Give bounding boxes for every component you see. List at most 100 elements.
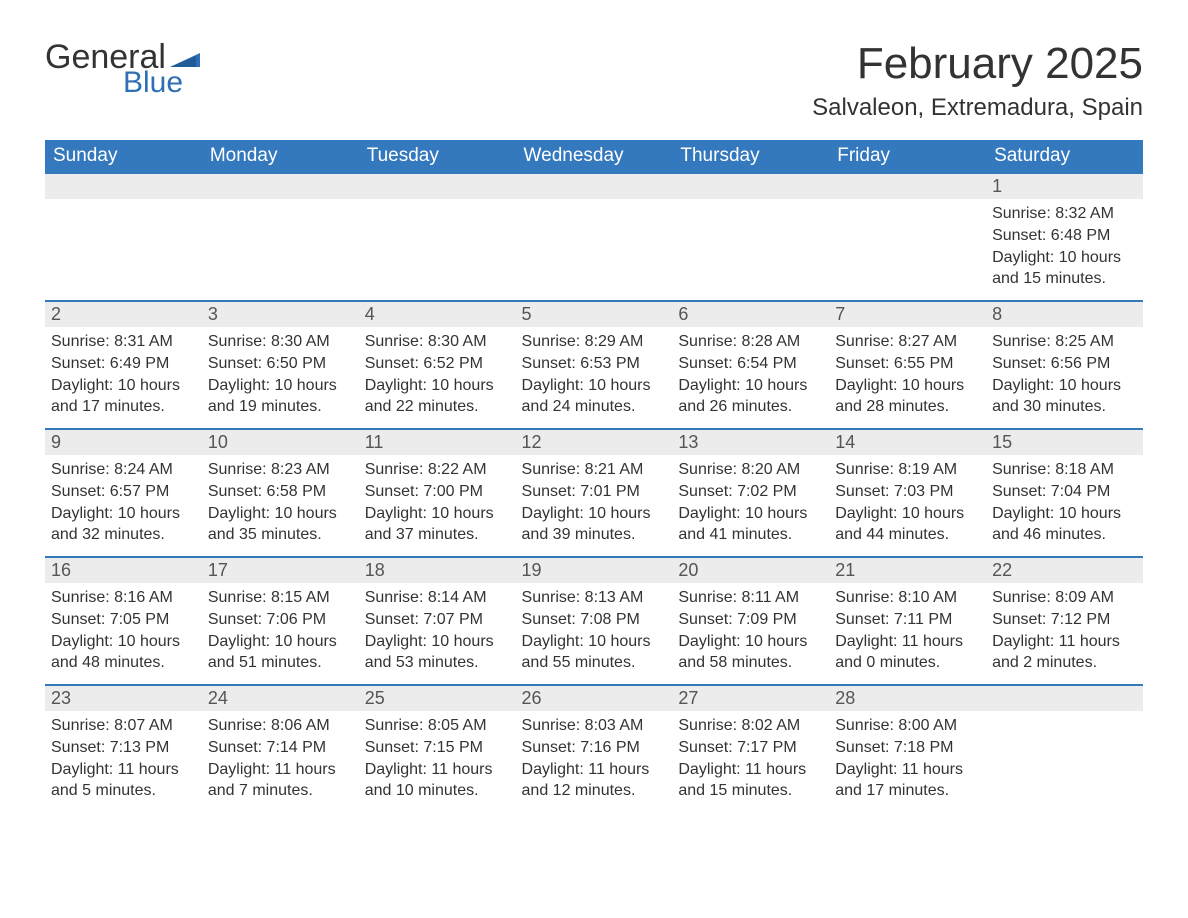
calendar-cell: 6Sunrise: 8:28 AMSunset: 6:54 PMDaylight… (672, 301, 829, 429)
day-number: 10 (202, 430, 359, 455)
day-number (516, 174, 673, 199)
day-number: 9 (45, 430, 202, 455)
day-number: 17 (202, 558, 359, 583)
cell-body: Sunrise: 8:11 AMSunset: 7:09 PMDaylight:… (672, 583, 829, 683)
day-number: 13 (672, 430, 829, 455)
sunset-text: Sunset: 6:53 PM (522, 353, 667, 375)
sunrise-text: Sunrise: 8:05 AM (365, 715, 510, 737)
day-number: 23 (45, 686, 202, 711)
sunrise-text: Sunrise: 8:18 AM (992, 459, 1137, 481)
sunset-text: Sunset: 7:01 PM (522, 481, 667, 503)
day-header: Monday (202, 140, 359, 173)
sunset-text: Sunset: 6:58 PM (208, 481, 353, 503)
day2-text: and 32 minutes. (51, 524, 196, 546)
day1-text: Daylight: 10 hours (992, 503, 1137, 525)
cell-body: Sunrise: 8:09 AMSunset: 7:12 PMDaylight:… (986, 583, 1143, 683)
day1-text: Daylight: 10 hours (208, 375, 353, 397)
day1-text: Daylight: 10 hours (678, 631, 823, 653)
day-number: 15 (986, 430, 1143, 455)
day-number: 8 (986, 302, 1143, 327)
calendar-cell: 26Sunrise: 8:03 AMSunset: 7:16 PMDayligh… (516, 685, 673, 813)
calendar-cell: 11Sunrise: 8:22 AMSunset: 7:00 PMDayligh… (359, 429, 516, 557)
calendar-cell: 10Sunrise: 8:23 AMSunset: 6:58 PMDayligh… (202, 429, 359, 557)
day-header: Sunday (45, 140, 202, 173)
sunrise-text: Sunrise: 8:24 AM (51, 459, 196, 481)
sunrise-text: Sunrise: 8:10 AM (835, 587, 980, 609)
day1-text: Daylight: 10 hours (51, 375, 196, 397)
calendar-cell: 22Sunrise: 8:09 AMSunset: 7:12 PMDayligh… (986, 557, 1143, 685)
calendar-cell (45, 173, 202, 301)
day1-text: Daylight: 10 hours (522, 631, 667, 653)
cell-body: Sunrise: 8:00 AMSunset: 7:18 PMDaylight:… (829, 711, 986, 811)
cell-body: Sunrise: 8:30 AMSunset: 6:52 PMDaylight:… (359, 327, 516, 427)
day2-text: and 39 minutes. (522, 524, 667, 546)
cell-body: Sunrise: 8:29 AMSunset: 6:53 PMDaylight:… (516, 327, 673, 427)
day2-text: and 53 minutes. (365, 652, 510, 674)
day-number: 28 (829, 686, 986, 711)
cell-body: Sunrise: 8:14 AMSunset: 7:07 PMDaylight:… (359, 583, 516, 683)
sunset-text: Sunset: 7:14 PM (208, 737, 353, 759)
sunset-text: Sunset: 7:00 PM (365, 481, 510, 503)
day-number: 26 (516, 686, 673, 711)
day2-text: and 19 minutes. (208, 396, 353, 418)
calendar-cell: 18Sunrise: 8:14 AMSunset: 7:07 PMDayligh… (359, 557, 516, 685)
cell-body: Sunrise: 8:13 AMSunset: 7:08 PMDaylight:… (516, 583, 673, 683)
sunrise-text: Sunrise: 8:02 AM (678, 715, 823, 737)
day1-text: Daylight: 11 hours (835, 759, 980, 781)
day1-text: Daylight: 10 hours (835, 375, 980, 397)
header: General Blue February 2025 Salvaleon, Ex… (45, 40, 1143, 122)
day1-text: Daylight: 10 hours (208, 631, 353, 653)
sunset-text: Sunset: 6:55 PM (835, 353, 980, 375)
day2-text: and 55 minutes. (522, 652, 667, 674)
day1-text: Daylight: 10 hours (992, 375, 1137, 397)
day1-text: Daylight: 10 hours (678, 503, 823, 525)
calendar-week-row: 9 Sunrise: 8:24 AMSunset: 6:57 PM Daylight… (45, 429, 1143, 557)
logo: General Blue (45, 40, 200, 98)
cell-body: Sunrise: 8:31 AMSunset: 6:49 PMDaylight:… (45, 327, 202, 427)
calendar-cell: 20Sunrise: 8:11 AMSunset: 7:09 PMDayligh… (672, 557, 829, 685)
calendar-cell: 14Sunrise: 8:19 AMSunset: 7:03 PMDayligh… (829, 429, 986, 557)
calendar-cell: 3Sunrise: 8:30 AMSunset: 6:50 PMDaylight… (202, 301, 359, 429)
sunrise-text: Sunrise: 8:30 AM (365, 331, 510, 353)
calendar-cell (359, 173, 516, 301)
calendar-cell: 13Sunrise: 8:20 AMSunset: 7:02 PMDayligh… (672, 429, 829, 557)
day1-text: Daylight: 10 hours (522, 503, 667, 525)
calendar-cell: 12Sunrise: 8:21 AMSunset: 7:01 PMDayligh… (516, 429, 673, 557)
calendar-cell: 23Sunrise: 8:07 AMSunset: 7:13 PMDayligh… (45, 685, 202, 813)
day1-text: Daylight: 10 hours (522, 375, 667, 397)
sunset-text: Sunset: 6:52 PM (365, 353, 510, 375)
day2-text: and 58 minutes. (678, 652, 823, 674)
day-number: 14 (829, 430, 986, 455)
sunrise-text: Sunrise: 8:22 AM (365, 459, 510, 481)
sunset-text: Sunset: 7:13 PM (51, 737, 196, 759)
day-number: 22 (986, 558, 1143, 583)
cell-body: Sunrise: 8:30 AMSunset: 6:50 PMDaylight:… (202, 327, 359, 427)
day1-text: Daylight: 11 hours (51, 759, 196, 781)
sunset-text: Sunset: 7:06 PM (208, 609, 353, 631)
sunset-text: Sunset: 7:07 PM (365, 609, 510, 631)
day2-text: and 7 minutes. (208, 780, 353, 802)
cell-body: Sunrise: 8:16 AMSunset: 7:05 PMDaylight:… (45, 583, 202, 683)
calendar-cell: 2Sunrise: 8:31 AMSunset: 6:49 PMDaylight… (45, 301, 202, 429)
sunset-text: Sunset: 6:48 PM (992, 225, 1137, 247)
sunrise-text: Sunrise: 8:19 AM (835, 459, 980, 481)
day-number: 3 (202, 302, 359, 327)
calendar-cell (516, 173, 673, 301)
cell-body: Sunrise: 8:19 AMSunset: 7:03 PMDaylight:… (829, 455, 986, 555)
day2-text: and 37 minutes. (365, 524, 510, 546)
day2-text: and 44 minutes. (835, 524, 980, 546)
day-number: 20 (672, 558, 829, 583)
day-header-row: Sunday Monday Tuesday Wednesday Thursday… (45, 140, 1143, 173)
day-number: 21 (829, 558, 986, 583)
cell-body: Sunrise: 8:15 AMSunset: 7:06 PMDaylight:… (202, 583, 359, 683)
calendar-week-row: 1Sunrise: 8:32 AMSunset: 6:48 PMDaylight… (45, 173, 1143, 301)
day2-text: and 41 minutes. (678, 524, 823, 546)
sunrise-text: Sunrise: 8:23 AM (208, 459, 353, 481)
cell-body: Sunrise: 8:20 AMSunset: 7:02 PMDaylight:… (672, 455, 829, 555)
sunrise-text: Sunrise: 8:09 AM (992, 587, 1137, 609)
day-number: 5 (516, 302, 673, 327)
day-number: 27 (672, 686, 829, 711)
page-title: February 2025 (812, 40, 1143, 88)
sunset-text: Sunset: 6:57 PM (51, 481, 196, 503)
calendar-cell: 16Sunrise: 8:16 AMSunset: 7:05 PMDayligh… (45, 557, 202, 685)
